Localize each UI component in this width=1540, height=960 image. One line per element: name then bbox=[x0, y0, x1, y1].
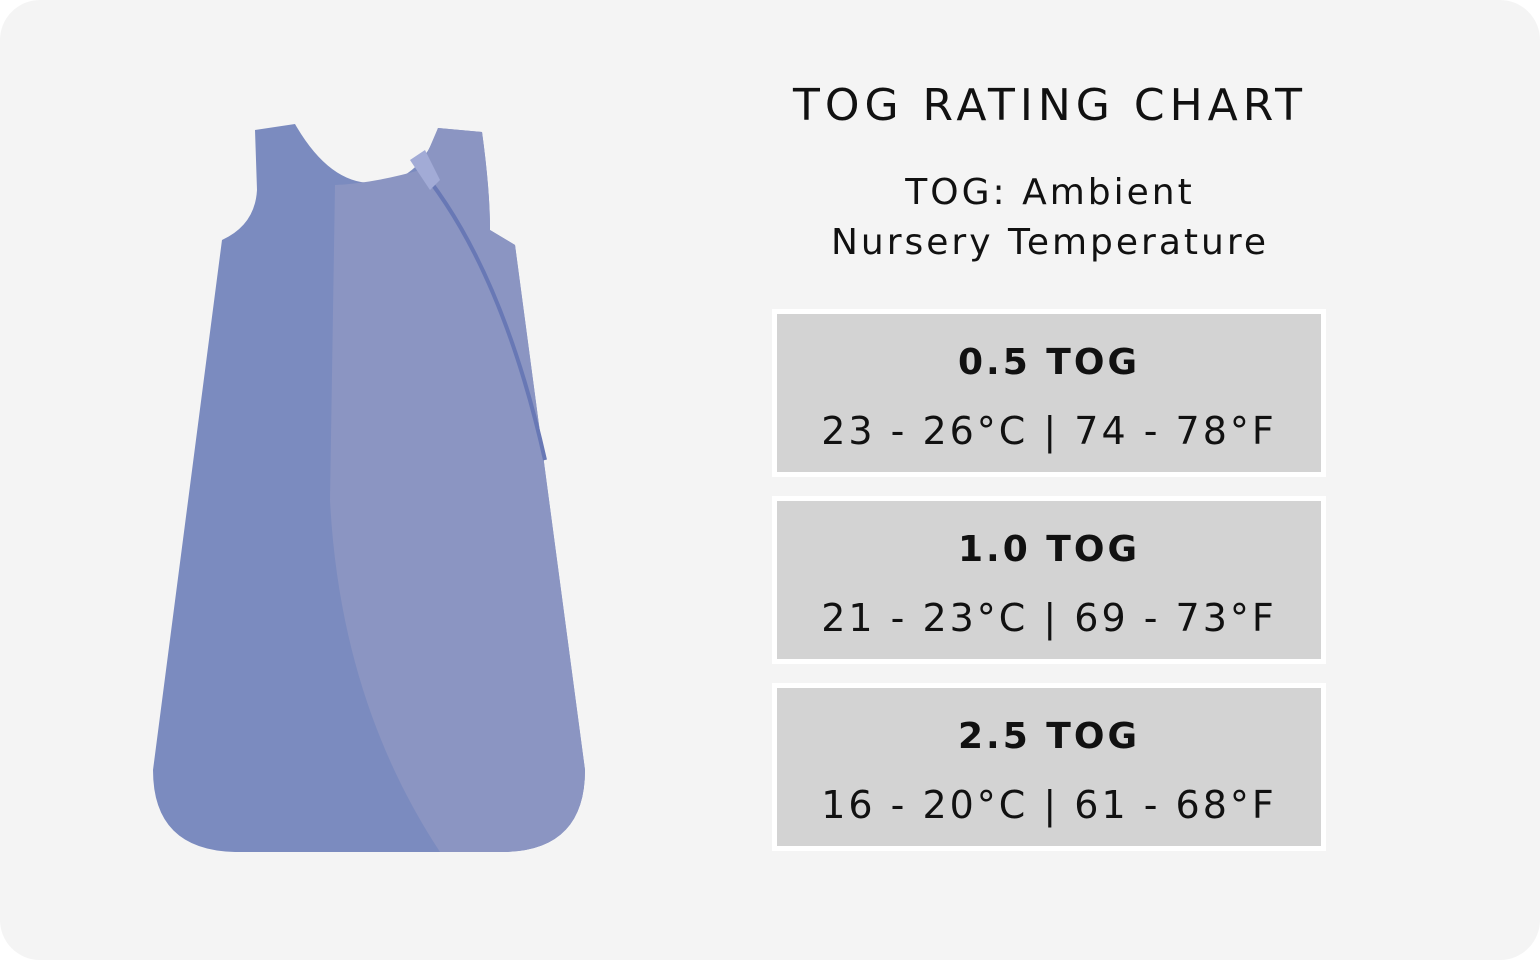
tog-label: 0.5 TOG bbox=[957, 342, 1140, 383]
subtitle: Nursery Temperature bbox=[830, 222, 1270, 263]
tog-label: 1.0 TOG bbox=[957, 529, 1140, 570]
tog-row: 0.5 TOG 23 - 26°C | 74 - 78°F bbox=[772, 309, 1326, 477]
temperature-range: 21 - 23°C | 69 - 73°F bbox=[821, 596, 1277, 640]
title: TOG RATING CHART bbox=[792, 80, 1308, 131]
temperature-range: 16 - 20°C | 61 - 68°F bbox=[821, 783, 1277, 827]
subtitle: TOG: Ambient bbox=[905, 172, 1195, 213]
tog-label: 2.5 TOG bbox=[957, 716, 1140, 757]
tog-row: 1.0 TOG 21 - 23°C | 69 - 73°F bbox=[772, 496, 1326, 664]
tog-row: 2.5 TOG 16 - 20°C | 61 - 68°F bbox=[772, 683, 1326, 851]
temperature-range: 23 - 26°C | 74 - 78°F bbox=[821, 409, 1277, 453]
sleep-sack-illustration bbox=[153, 124, 585, 852]
